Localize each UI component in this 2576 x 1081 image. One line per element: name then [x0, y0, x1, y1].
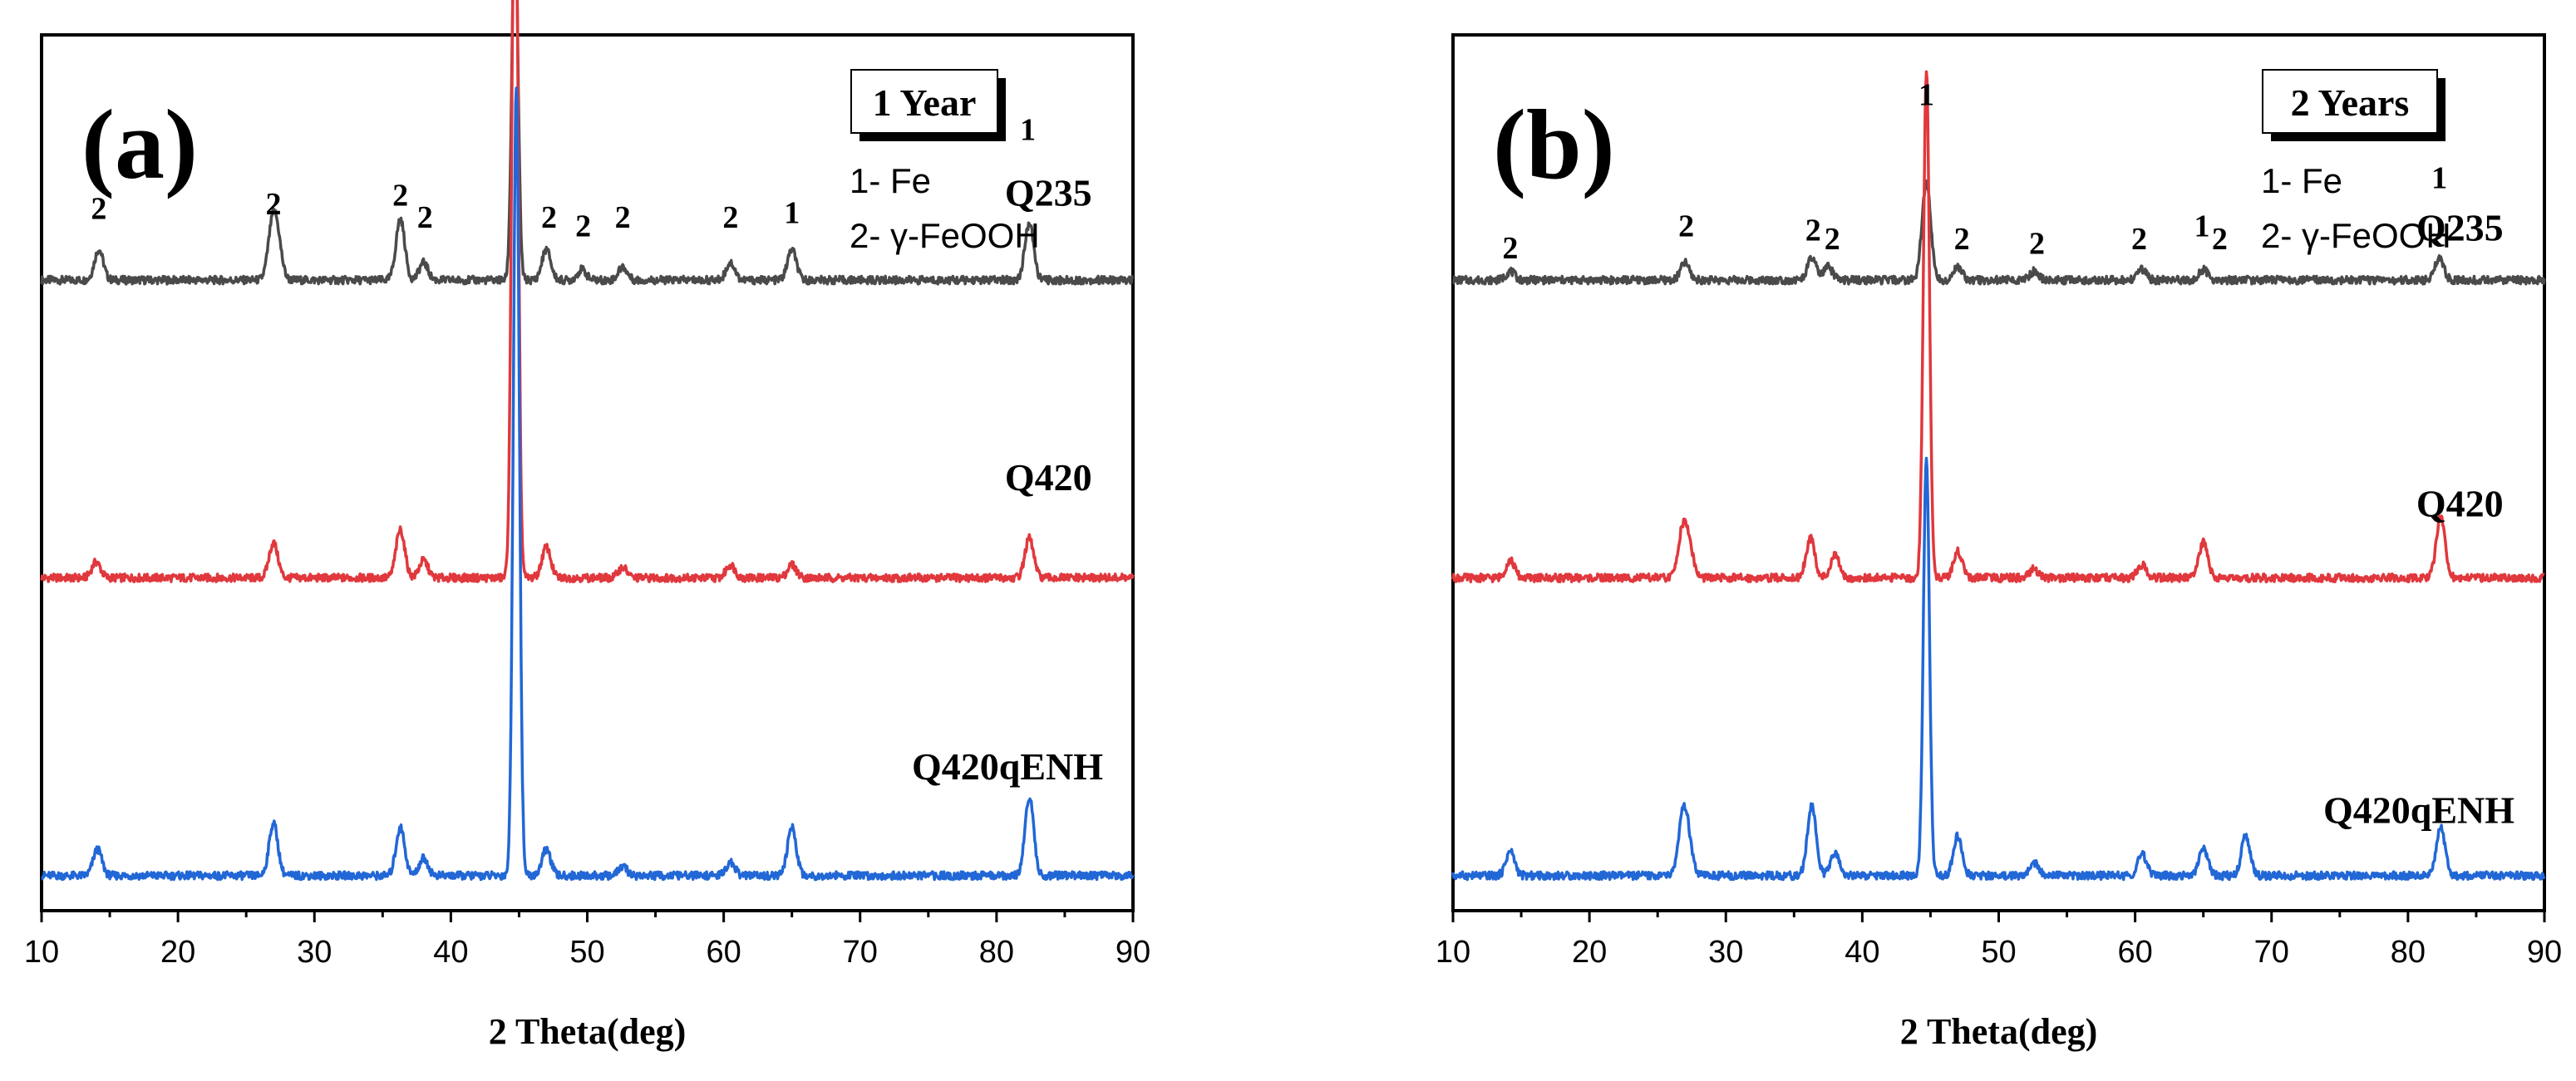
period-box	[2262, 69, 2438, 134]
legend-line: 1- Fe	[2261, 161, 2342, 200]
peak-annotation: 2	[2029, 227, 2045, 262]
period-label: 1 Year	[873, 81, 977, 124]
x-tick-label: 40	[433, 935, 468, 970]
peak-annotation: 1	[1020, 112, 1036, 147]
peak-annotation: 2	[541, 200, 557, 235]
x-tick-label: 30	[1708, 935, 1743, 970]
x-tick-label: 80	[979, 935, 1014, 970]
series-label: Q235	[2416, 207, 2504, 249]
series-label: Q420qENH	[2323, 789, 2514, 832]
peak-annotation: 1	[1918, 77, 1934, 112]
x-tick-label: 20	[160, 935, 195, 970]
plot-frame	[1451, 33, 2546, 912]
series-line-q420	[1451, 70, 2545, 583]
period-label: 2 Years	[2291, 81, 2410, 124]
peak-annotation: 2	[91, 191, 106, 226]
panel-b: 10 20 30 40 50 60 70 80 902 Theta(deg)22 2 212 2 2 1 2…	[1436, 33, 2562, 1052]
legend-line: 2- γ-FeOOH	[850, 216, 1040, 255]
peak-annotation: 2	[1825, 222, 1840, 257]
x-tick-label: 70	[2254, 935, 2289, 970]
peak-annotation: 2	[2212, 222, 2228, 257]
peak-annotation: 2	[266, 187, 282, 222]
x-tick-label: 20	[1572, 935, 1607, 970]
x-axis-label: 2 Theta(deg)	[489, 1011, 687, 1052]
series-line-q420	[40, 0, 1135, 583]
x-tick-label: 60	[2117, 935, 2152, 970]
peak-annotation: 2	[722, 200, 738, 235]
panel-label: (b)	[1493, 89, 1615, 199]
period-box	[850, 69, 998, 134]
series-label: Q420qENH	[912, 745, 1103, 788]
x-tick-label: 50	[1981, 935, 2016, 970]
series-label: Q420	[2416, 483, 2504, 525]
x-tick-label: 10	[24, 935, 59, 970]
x-tick-label: 30	[297, 935, 332, 970]
x-tick-label: 10	[1436, 935, 1470, 970]
x-tick-label: 90	[1116, 935, 1150, 970]
peak-annotation: 2	[575, 209, 591, 243]
legend-line: 2- γ-FeOOH	[2261, 216, 2451, 255]
peak-annotation: 2	[2131, 222, 2147, 257]
peak-annotation: 1	[2431, 160, 2447, 195]
panel-label: (a)	[81, 89, 198, 199]
peak-annotation: 2	[1954, 222, 1970, 257]
peak-annotation: 2	[1805, 214, 1821, 248]
peak-annotation: 2	[615, 200, 631, 235]
peak-annotation: 2	[1502, 231, 1518, 266]
x-tick-label: 60	[706, 935, 741, 970]
series-line-q235	[1452, 179, 2546, 286]
x-tick-label: 40	[1845, 935, 1879, 970]
peak-annotation: 2	[392, 179, 408, 214]
series-line-q420qenh	[1451, 456, 2546, 882]
x-axis-label: 2 Theta(deg)	[1900, 1011, 2098, 1052]
legend-line: 1- Fe	[850, 161, 931, 200]
x-tick-label: 50	[569, 935, 604, 970]
x-tick-label: 70	[843, 935, 878, 970]
peak-annotation: 2	[417, 200, 433, 235]
series-label: Q420	[1005, 456, 1092, 499]
x-tick-label: 80	[2391, 935, 2426, 970]
series-line-q420qenh	[41, 86, 1135, 882]
peak-annotation: 1	[784, 196, 800, 231]
peak-annotation: 2	[1678, 209, 1694, 243]
series-line-q235	[40, 0, 1135, 286]
series-label: Q235	[1005, 172, 1092, 214]
peak-annotation: 1	[2194, 209, 2210, 243]
x-tick-label: 90	[2527, 935, 2562, 970]
